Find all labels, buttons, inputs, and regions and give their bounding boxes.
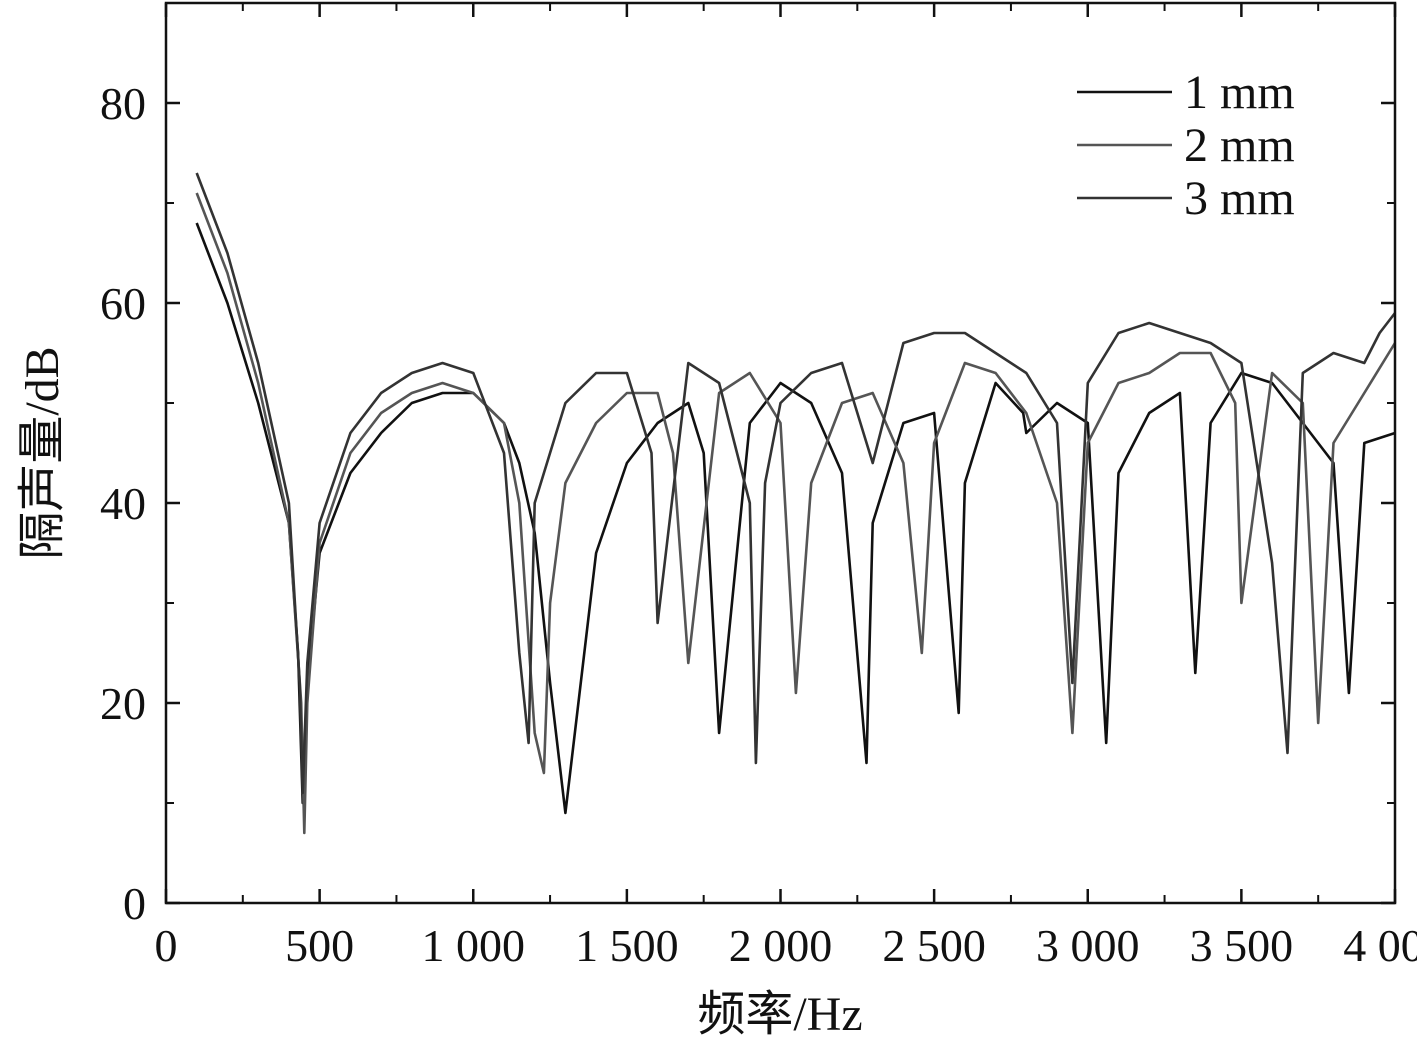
x-axis: 0 500 1 000 1 500 2 000 2 500 3 000 3 500 4 000 xyxy=(155,3,1417,971)
y-tick-label: 60 xyxy=(100,278,146,329)
legend: 1 mm2 mm3 mm xyxy=(1077,66,1295,225)
x-tick-label: 0 xyxy=(155,920,178,971)
y-tick-label: 40 xyxy=(100,478,146,529)
y-axis: 0 20 40 60 80 xyxy=(100,2,1395,929)
x-tick-label: 500 xyxy=(285,920,354,971)
y-axis-title: 隔声量/dB xyxy=(16,346,69,559)
x-tick-label: 3 500 xyxy=(1190,920,1294,971)
series-line-2 xyxy=(195,192,1397,835)
y-tick-label: 80 xyxy=(100,78,146,129)
legend-label-3: 3 mm xyxy=(1184,172,1295,225)
y-tick-label: 20 xyxy=(100,678,146,729)
legend-label-1: 1 mm xyxy=(1184,66,1295,119)
x-tick-label: 2 500 xyxy=(882,920,986,971)
y-tick-label: 0 xyxy=(123,878,146,929)
series-layer xyxy=(195,172,1397,835)
x-tick-label: 3 000 xyxy=(1036,920,1140,971)
x-tick-label: 1 000 xyxy=(422,920,526,971)
x-tick-label: 1 500 xyxy=(575,920,679,971)
legend-label-2: 2 mm xyxy=(1184,119,1295,172)
x-tick-label: 4 000 xyxy=(1343,920,1417,971)
series-line-3 xyxy=(195,172,1397,795)
x-tick-label: 2 000 xyxy=(729,920,833,971)
series-line-1 xyxy=(195,222,1396,815)
x-axis-title: 频率/Hz xyxy=(697,988,862,1041)
